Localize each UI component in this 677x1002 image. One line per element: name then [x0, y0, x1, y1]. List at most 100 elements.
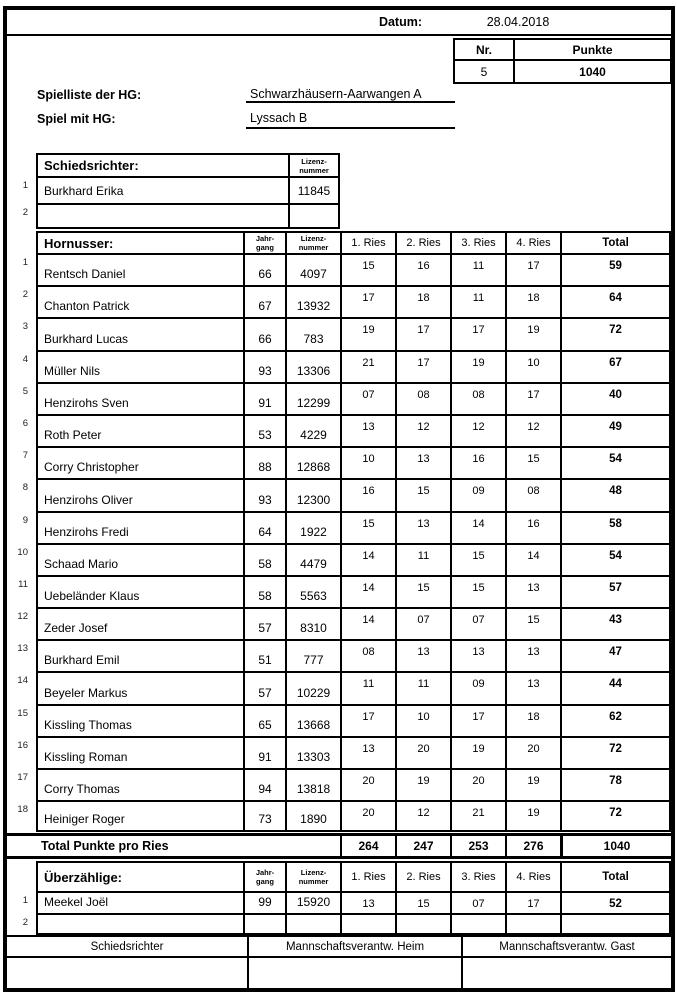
total-ries3: 253 — [450, 836, 505, 856]
player-ries2-score: 20 — [395, 735, 450, 768]
player-ries3-score: 12 — [450, 413, 505, 447]
player-name: Burkhard Lucas — [36, 317, 243, 350]
player-total: 54 — [560, 542, 671, 575]
ueberzaehlige-table: Überzählige: Jahr- gang Lizenz- nummer 1… — [3, 861, 671, 935]
player-ries4-score: 15 — [505, 607, 560, 640]
player-row-number: 1 — [22, 895, 28, 906]
player-ries1-score — [340, 913, 395, 935]
player-ries3-score: 07 — [450, 607, 505, 640]
grand-total: 1040 — [560, 836, 671, 856]
player-jahrgang: 99 — [243, 891, 285, 913]
gutter-spacer — [3, 231, 36, 253]
player-jahrgang: 91 — [243, 381, 285, 414]
nr-value: 5 — [453, 59, 513, 84]
referee-row-number: 2 — [22, 207, 28, 218]
spielmit-value: Lyssach B — [250, 111, 308, 125]
player-ries1-score: 19 — [340, 317, 395, 350]
player-name: Zeder Josef — [36, 607, 243, 640]
player-ries3-score: 17 — [450, 703, 505, 736]
player-name: Burkhard Emil — [36, 639, 243, 672]
ries2-column-header: 2. Ries — [395, 231, 450, 253]
player-ries1-score: 17 — [340, 285, 395, 318]
player-lizenz: 13303 — [285, 735, 340, 768]
player-jahrgang — [243, 913, 285, 935]
player-total: 72 — [560, 317, 671, 350]
player-ries3-score: 17 — [450, 317, 505, 350]
player-row-number: 15 — [17, 707, 28, 719]
player-jahrgang: 93 — [243, 478, 285, 511]
player-ries1-score: 16 — [340, 478, 395, 511]
player-lizenz: 777 — [285, 639, 340, 672]
player-lizenz: 12868 — [285, 446, 340, 479]
player-jahrgang: 91 — [243, 735, 285, 768]
player-total: 57 — [560, 574, 671, 608]
player-lizenz — [285, 913, 340, 935]
player-ries4-score: 08 — [505, 478, 560, 511]
player-lizenz: 13818 — [285, 768, 340, 801]
player-name — [36, 913, 243, 935]
player-ries1-score: 15 — [340, 253, 395, 286]
referee-name — [36, 203, 288, 229]
player-row-number: 3 — [22, 321, 28, 333]
player-jahrgang: 57 — [243, 607, 285, 640]
player-jahrgang: 66 — [243, 253, 285, 286]
footer-label-row: Schiedsrichter Mannschaftsverantw. Heim … — [7, 935, 671, 958]
player-ries3-score: 09 — [450, 478, 505, 511]
player-lizenz: 8310 — [285, 607, 340, 640]
spielmit-underline — [246, 127, 455, 129]
player-total: 43 — [560, 607, 671, 640]
player-name: Kissling Roman — [36, 735, 243, 768]
referee-name: Burkhard Erika — [36, 176, 288, 203]
lizenz-column-header: Lizenz- nummer — [285, 861, 340, 891]
referee-row-number: 1 — [22, 180, 28, 191]
player-row-number: 16 — [17, 739, 28, 751]
player-ries1-score: 07 — [340, 381, 395, 414]
player-lizenz: 5563 — [285, 574, 340, 608]
player-total: 67 — [560, 349, 671, 382]
player-total: 72 — [560, 800, 671, 833]
ueberzaehlige-title: Überzählige: — [36, 861, 243, 891]
player-ries4-score: 17 — [505, 381, 560, 414]
player-lizenz: 4479 — [285, 542, 340, 575]
player-jahrgang: 57 — [243, 671, 285, 704]
total-column-header: Total — [560, 231, 671, 253]
player-ries4-score: 13 — [505, 574, 560, 608]
player-lizenz: 783 — [285, 317, 340, 350]
player-ries2-score: 12 — [395, 800, 450, 833]
player-ries1-score: 13 — [340, 735, 395, 768]
player-jahrgang: 73 — [243, 800, 285, 833]
player-ries1-score: 20 — [340, 800, 395, 833]
player-row-number: 17 — [17, 772, 28, 783]
player-ries4-score: 10 — [505, 349, 560, 382]
player-row-number: 1 — [22, 257, 28, 268]
player-ries4-score: 19 — [505, 768, 560, 801]
footer-gast-label: Mannschaftsverantw. Gast — [461, 937, 671, 956]
player-row-number: 5 — [22, 385, 28, 397]
hornusser-title: Hornusser: — [36, 231, 243, 253]
referee-lizenz: 11845 — [288, 176, 340, 203]
player-ries3-score: 14 — [450, 510, 505, 543]
signature-field-heim — [247, 958, 461, 988]
player-name: Rentsch Daniel — [36, 253, 243, 286]
player-name: Meekel Joël — [36, 891, 243, 913]
gutter-spacer — [3, 153, 36, 176]
jahrgang-column-header: Jahr- gang — [243, 231, 285, 253]
player-row-number: 11 — [18, 578, 28, 590]
player-total: 54 — [560, 446, 671, 479]
player-name: Beyeler Markus — [36, 671, 243, 704]
player-lizenz: 12300 — [285, 478, 340, 511]
hornusser-table: Hornusser: Jahr- gang Lizenz- nummer 1. … — [3, 231, 671, 833]
player-name: Schaad Mario — [36, 542, 243, 575]
player-ries2-score: 15 — [395, 574, 450, 608]
sheet-outer-border — [3, 6, 675, 992]
player-jahrgang: 88 — [243, 446, 285, 479]
player-ries3-score: 15 — [450, 542, 505, 575]
spielliste-label: Spielliste der HG: — [37, 88, 142, 102]
player-ries3-score: 11 — [450, 253, 505, 286]
player-row-number: 12 — [17, 611, 28, 623]
player-ries1-score: 13 — [340, 413, 395, 447]
ries1-column-header: 1. Ries — [340, 861, 395, 891]
player-lizenz: 1922 — [285, 510, 340, 543]
footer-signature-row — [7, 958, 671, 988]
signature-field-gast — [461, 958, 671, 988]
